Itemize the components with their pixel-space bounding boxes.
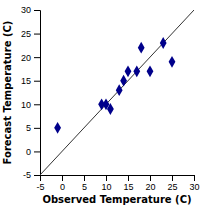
- point: [133, 65, 140, 77]
- tick-label: 10: [101, 182, 111, 192]
- tick: 10: [101, 175, 111, 192]
- tick-mark: [34, 81, 40, 82]
- point: [116, 84, 123, 96]
- tick-label: -5: [36, 182, 44, 192]
- tick-mark: [34, 151, 40, 152]
- tick-label: 20: [145, 182, 155, 192]
- tick-label: 10: [21, 100, 31, 110]
- tick: -5: [23, 170, 40, 180]
- point: [125, 65, 132, 77]
- tick-label: 30: [21, 5, 31, 15]
- tick: 5: [26, 123, 40, 133]
- tick-mark: [62, 175, 63, 181]
- point: [169, 56, 176, 68]
- point: [160, 37, 167, 49]
- tick: 30: [189, 175, 199, 192]
- axis-line: [41, 176, 195, 182]
- tick-mark: [128, 175, 129, 181]
- point: [107, 103, 114, 115]
- x-axis-title: Observed Temperature (C): [42, 194, 191, 205]
- tick: 25: [167, 175, 177, 192]
- chart: -5 0 5 10 15 20 25 30 -5 0 5 10 15 20 25 30 Observed Tem…: [0, 0, 206, 209]
- tick-mark: [34, 10, 40, 11]
- tick-label: 0: [60, 182, 65, 192]
- tick: 15: [123, 175, 133, 192]
- tick-label: 20: [21, 53, 31, 63]
- tick: 20: [21, 53, 40, 63]
- point: [147, 65, 154, 77]
- tick-label: 0: [26, 147, 31, 157]
- tick-label: -5: [23, 170, 31, 180]
- tick-mark: [34, 175, 40, 176]
- tick: 5: [82, 175, 87, 192]
- plot-area: -5 0 5 10 15 20 25 30 -5 0 5 10 15 20 25 30: [21, 5, 200, 192]
- tick: 0: [60, 175, 65, 192]
- point: [138, 42, 145, 54]
- tick-label: 15: [123, 182, 133, 192]
- reference-line: [40, 10, 194, 175]
- point: [120, 75, 127, 87]
- tick-label: 25: [167, 182, 177, 192]
- tick: 15: [21, 76, 40, 86]
- tick-label: 25: [21, 29, 31, 39]
- tick: 20: [145, 175, 155, 192]
- tick-mark: [194, 175, 195, 181]
- point: [54, 122, 61, 134]
- tick-mark: [106, 175, 107, 181]
- tick-label: 30: [189, 182, 199, 192]
- tick-label: 15: [21, 76, 31, 86]
- tick-mark: [34, 128, 40, 129]
- y-axis: -5 0 5 10 15 20 25 30: [21, 5, 41, 180]
- x-axis: -5 0 5 10 15 20 25 30: [36, 175, 199, 192]
- tick-label: 5: [82, 182, 87, 192]
- tick: 0: [26, 147, 40, 157]
- marks: [40, 10, 194, 175]
- tick-mark: [84, 175, 85, 181]
- tick-mark: [34, 34, 40, 35]
- tick: -5: [36, 175, 44, 192]
- tick-mark: [172, 175, 173, 181]
- tick-mark: [150, 175, 151, 181]
- tick: 10: [21, 100, 40, 110]
- tick-mark: [34, 104, 40, 105]
- tick: 30: [21, 5, 40, 15]
- tick-mark: [34, 57, 40, 58]
- tick-label: 5: [26, 123, 31, 133]
- axis-line: [34, 11, 41, 176]
- y-axis-title: Forecast Temperature (C): [2, 21, 13, 165]
- tick: 25: [21, 29, 40, 39]
